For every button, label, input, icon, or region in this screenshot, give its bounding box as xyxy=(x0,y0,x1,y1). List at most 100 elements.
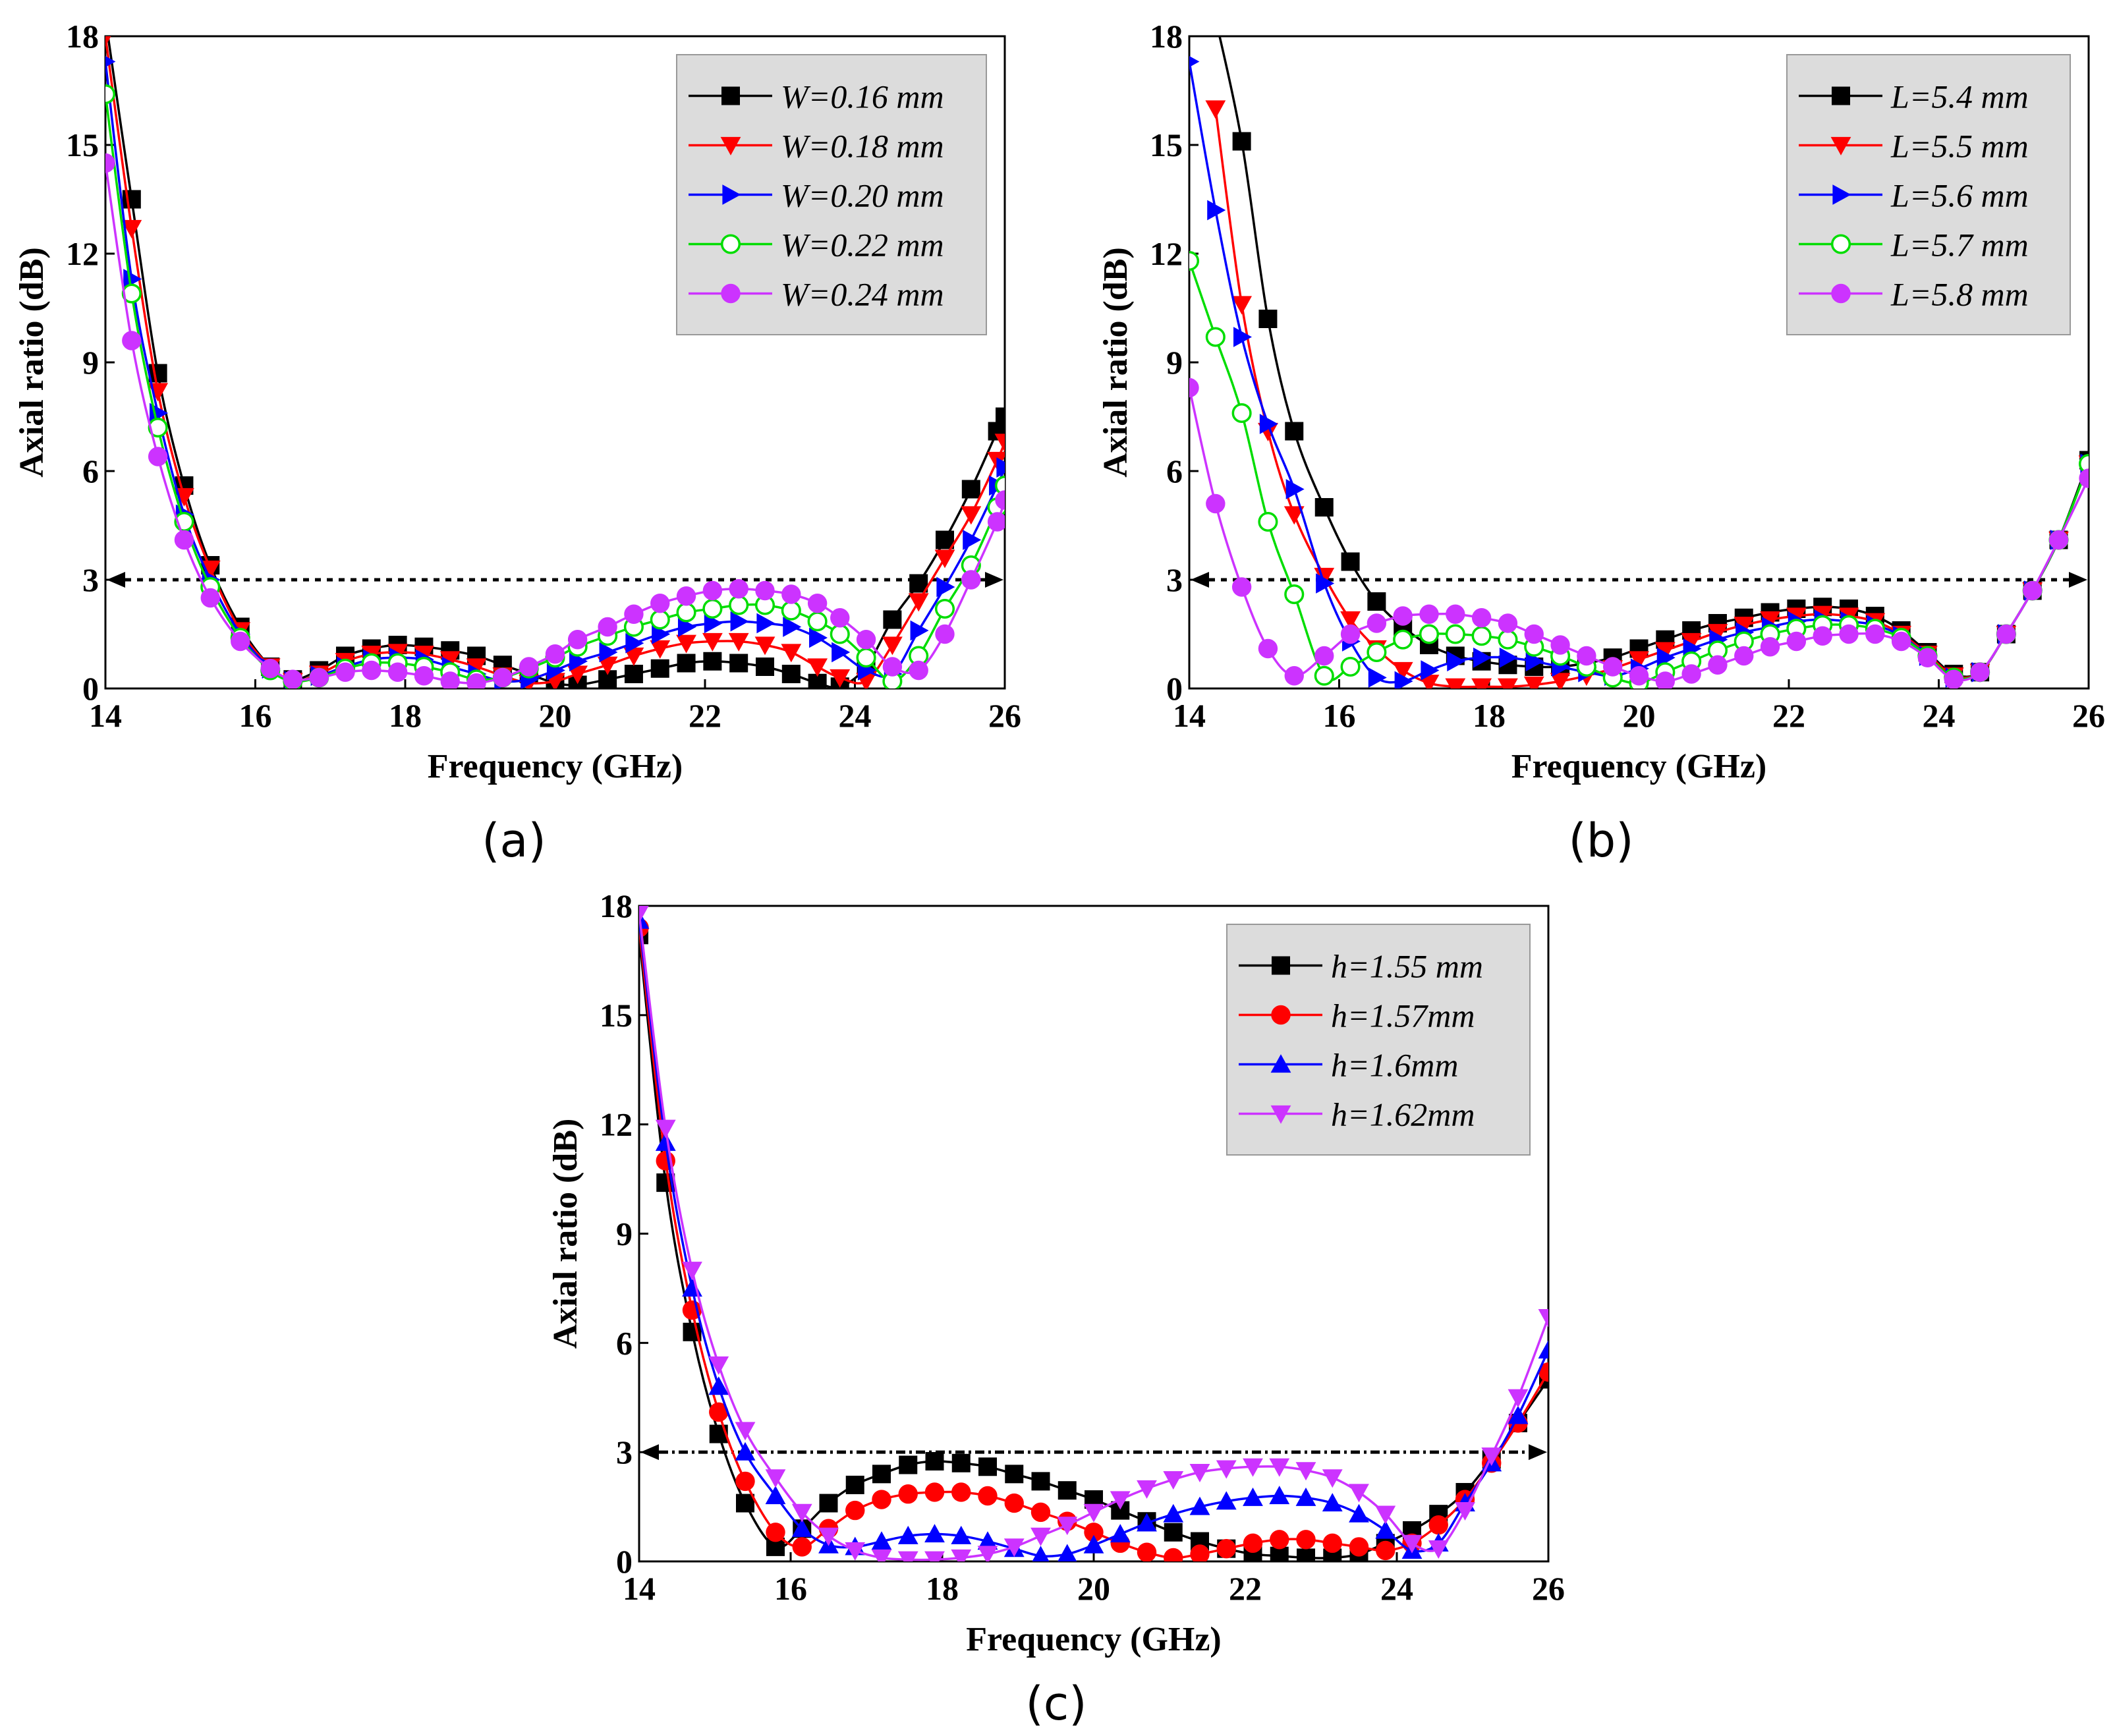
data-point-w-0-22-mm xyxy=(830,624,850,644)
data-point-w-0-18-mm xyxy=(702,632,723,652)
data-point-l-5-8-mm xyxy=(1524,624,1544,644)
data-point-l-5-6-mm xyxy=(1473,647,1492,668)
data-point-w-0-24-mm xyxy=(830,608,850,628)
legend-marker-w-0-20-mm xyxy=(722,184,741,205)
y-tick-label: 12 xyxy=(66,235,99,272)
data-point-h-1-6mm xyxy=(1058,1544,1077,1561)
y-tick-label: 12 xyxy=(1150,235,1183,272)
y-axis-label: Axial ratio (dB) xyxy=(547,1119,584,1349)
data-point-h-1-62mm xyxy=(1057,1517,1078,1536)
data-point-h-1-6mm xyxy=(1349,1503,1369,1523)
x-axis-label: Frequency (GHz) xyxy=(1511,748,1767,785)
legend-marker-h-1-62mm xyxy=(1270,1105,1291,1124)
data-point-l-5-7-mm xyxy=(1419,624,1440,644)
data-point-h-1-6mm xyxy=(897,1525,918,1544)
data-point-w-0-24-mm xyxy=(961,570,981,590)
data-point-w-0-18-mm xyxy=(961,506,982,525)
data-point-w-0-24-mm xyxy=(987,512,1005,532)
data-point-l-5-8-mm xyxy=(1891,631,1911,652)
data-point-l-5-6-mm xyxy=(1394,671,1413,688)
data-point-l-5-7-mm xyxy=(1258,511,1278,532)
legend-marker-h-1-55-mm xyxy=(1272,956,1290,975)
data-point-l-5-8-mm xyxy=(1839,624,1859,644)
data-point-h-1-57mm xyxy=(1030,1502,1051,1523)
data-point-l-5-8-mm xyxy=(1340,624,1361,644)
data-point-h-1-62mm xyxy=(977,1546,998,1561)
data-point-w-0-22-mm xyxy=(934,598,955,619)
x-tick-label: 16 xyxy=(774,1570,807,1607)
caption-b: (b) xyxy=(1568,814,1633,868)
data-point-h-1-57mm xyxy=(1270,1530,1289,1550)
data-point-h-1-6mm xyxy=(791,1518,812,1537)
data-point-l-5-6-mm xyxy=(1499,647,1518,668)
y-tick-label: 3 xyxy=(616,1434,633,1470)
data-point-l-5-8-mm xyxy=(2079,468,2089,488)
data-point-w-0-20-mm xyxy=(599,642,618,663)
data-point-w-0-24-mm xyxy=(466,673,486,688)
data-point-h-1-55-mm xyxy=(1005,1465,1024,1484)
plot-area xyxy=(1189,36,2089,688)
legend-label: W=0.24 mm xyxy=(781,276,944,313)
y-tick-label: 15 xyxy=(1150,126,1183,163)
data-point-l-5-7-mm xyxy=(1445,624,1465,644)
data-point-l-5-5-mm xyxy=(1629,651,1649,670)
data-point-l-5-8-mm xyxy=(1734,646,1754,666)
data-point-w-0-18-mm xyxy=(781,644,802,663)
data-point-l-5-5-mm xyxy=(1707,624,1728,643)
data-point-h-1-62mm xyxy=(1349,1484,1369,1503)
data-point-h-1-62mm xyxy=(897,1551,918,1561)
legend-marker-w-0-18-mm xyxy=(720,136,741,155)
data-point-l-5-8-mm xyxy=(1760,637,1780,657)
data-point-h-1-57mm xyxy=(1164,1548,1183,1561)
data-point-h-1-6mm xyxy=(1375,1520,1396,1539)
data-point-w-0-18-mm xyxy=(174,488,194,507)
y-tick-label: 6 xyxy=(82,453,99,490)
data-point-w-0-24-mm xyxy=(414,666,434,686)
data-point-w-0-24-mm xyxy=(598,617,617,637)
data-point-w-0-24-mm xyxy=(493,667,513,688)
data-point-h-1-6mm xyxy=(1083,1534,1104,1554)
data-point-h-1-57mm xyxy=(1243,1533,1263,1554)
data-point-w-0-24-mm xyxy=(309,667,329,688)
x-tick-label: 14 xyxy=(89,697,122,734)
data-point-w-0-24-mm xyxy=(174,530,194,550)
data-point-h-1-62mm xyxy=(655,1119,676,1138)
data-point-h-1-55-mm xyxy=(872,1465,891,1484)
data-point-h-1-62mm xyxy=(845,1542,866,1561)
x-tick-label: 22 xyxy=(1772,697,1805,734)
data-point-l-5-6-mm xyxy=(1656,647,1676,668)
data-point-w-0-18-mm xyxy=(200,560,221,579)
data-point-w-0-18-mm xyxy=(934,549,955,569)
y-tick-label: 15 xyxy=(66,126,99,163)
data-point-h-1-6mm xyxy=(1189,1496,1210,1515)
arrow-left-icon xyxy=(640,1444,659,1461)
arrow-left-icon xyxy=(1191,572,1209,588)
data-point-w-0-24-mm xyxy=(882,657,903,677)
data-point-w-0-18-mm xyxy=(105,36,111,47)
data-point-l-5-5-mm xyxy=(1231,296,1253,315)
data-point-w-0-20-mm xyxy=(677,617,696,637)
data-point-h-1-55-mm xyxy=(951,1453,971,1472)
data-point-l-5-7-mm xyxy=(1205,327,1226,347)
data-point-h-1-57mm xyxy=(924,1482,945,1502)
data-point-w-0-22-mm xyxy=(105,84,116,105)
data-point-w-0-24-mm xyxy=(200,588,220,608)
data-point-w-0-24-mm xyxy=(755,580,775,601)
data-point-w-0-24-mm xyxy=(807,594,828,613)
x-tick-label: 14 xyxy=(623,1570,656,1607)
data-point-h-1-57mm xyxy=(1084,1523,1104,1542)
legend-label: L=5.7 mm xyxy=(1890,227,2029,264)
data-point-w-0-16-mm xyxy=(781,665,801,683)
data-point-h-1-57mm xyxy=(1004,1493,1024,1513)
data-point-h-1-62mm xyxy=(1401,1534,1423,1554)
data-point-l-5-5-mm xyxy=(1734,617,1755,636)
data-point-w-0-24-mm xyxy=(260,659,280,679)
data-point-l-5-5-mm xyxy=(1681,632,1702,652)
data-point-l-5-4-mm xyxy=(1258,310,1278,328)
data-point-w-0-24-mm xyxy=(995,490,1005,510)
x-tick-label: 20 xyxy=(1623,697,1656,734)
data-point-l-5-5-mm xyxy=(1550,673,1571,688)
legend-marker-l-5-6-mm xyxy=(1832,184,1851,205)
data-point-h-1-62mm xyxy=(1110,1491,1131,1510)
data-point-w-0-18-mm xyxy=(623,647,644,666)
